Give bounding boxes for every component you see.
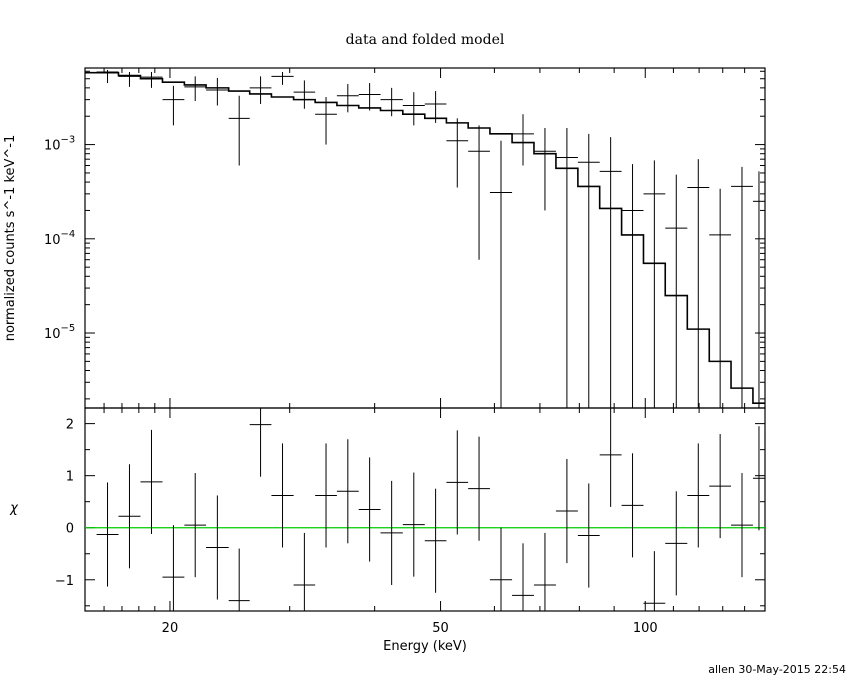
top-y-axis-label: normalized counts s^-1 keV^-1 — [3, 135, 18, 342]
data-point — [206, 77, 229, 106]
residual-point — [424, 488, 447, 593]
bottom-plot-frame — [84, 407, 766, 612]
residual-point — [446, 430, 469, 535]
y-tick-mantissa: 10 — [44, 327, 61, 342]
residual-point — [577, 483, 600, 588]
y-tick-label: 0 — [66, 522, 74, 537]
residual-point — [249, 408, 272, 477]
residual-point — [402, 472, 425, 577]
data-point — [315, 96, 337, 145]
data-point — [162, 85, 185, 126]
data-point — [533, 127, 556, 211]
data-point — [293, 80, 316, 109]
residual-point — [731, 473, 753, 578]
bottom-y-tick-labels: −1 0 1 2 — [55, 418, 74, 589]
data-point — [446, 118, 469, 188]
residual-point — [96, 482, 119, 587]
residual-point — [293, 532, 316, 611]
residual-point — [206, 495, 229, 600]
data-point — [140, 71, 163, 88]
top-panel: 10−310−410−5 — [44, 67, 766, 409]
residual-point — [555, 459, 578, 564]
bottom-x-tick-labels: 20 50 100 — [162, 621, 658, 636]
residual-points — [96, 408, 765, 611]
residual-point — [665, 491, 688, 596]
residual-point — [228, 548, 250, 611]
y-tick-label: 10−4 — [44, 229, 75, 248]
data-point — [402, 92, 425, 126]
x-tick-label: 20 — [162, 621, 179, 636]
residual-point — [643, 551, 666, 611]
residual-point — [184, 473, 207, 578]
data-point — [687, 159, 710, 408]
y-tick-label: 1 — [66, 470, 74, 485]
top-y-axis-label-text: normalized counts s^-1 keV^-1 — [3, 135, 18, 342]
data-point — [336, 83, 359, 113]
data-point — [118, 71, 141, 87]
data-point — [468, 125, 490, 260]
residual-point — [709, 434, 732, 539]
residual-point — [621, 453, 644, 558]
residual-point — [140, 429, 163, 534]
data-point — [709, 188, 732, 408]
residual-point — [533, 532, 556, 611]
residual-point — [752, 426, 765, 531]
data-point — [249, 76, 272, 104]
x-tick-label: 50 — [432, 621, 449, 636]
residual-point — [468, 436, 490, 541]
y-tick-exponent: −3 — [61, 135, 76, 146]
data-point — [184, 76, 207, 102]
residual-point — [118, 464, 141, 569]
data-point — [599, 137, 622, 408]
y-tick-label: 10−3 — [44, 135, 75, 154]
top-axis-ticks — [85, 68, 766, 408]
data-point — [424, 91, 447, 123]
data-point — [577, 133, 600, 408]
x-tick-label: 100 — [633, 621, 658, 636]
x-axis-label: Energy (keV) — [383, 639, 467, 654]
data-point — [643, 160, 666, 408]
data-point — [512, 114, 534, 166]
model-curve — [85, 71, 765, 404]
data-point — [665, 174, 688, 408]
y-tick-mantissa: 10 — [44, 233, 61, 248]
residual-point — [687, 443, 710, 548]
residual-point — [358, 457, 381, 562]
residual-point — [512, 543, 534, 611]
y-tick-label: 10−5 — [44, 323, 75, 342]
residual-point — [162, 525, 185, 611]
model-step-line — [85, 71, 765, 404]
y-tick-exponent: −4 — [61, 229, 76, 240]
data-point — [96, 69, 119, 84]
residual-point — [336, 439, 359, 544]
data-point — [555, 127, 578, 408]
data-point — [271, 71, 294, 85]
top-y-tick-labels: 10−310−410−5 — [44, 135, 75, 342]
data-point — [228, 95, 250, 166]
data-points — [96, 69, 765, 408]
data-point — [731, 166, 753, 408]
residual-point — [271, 443, 294, 548]
data-point — [621, 164, 644, 408]
y-tick-label: −1 — [55, 574, 74, 589]
y-tick-mantissa: 10 — [44, 139, 61, 154]
bottom-axis-ticks — [85, 408, 766, 611]
data-point — [358, 83, 381, 111]
residual-point — [489, 527, 513, 611]
timestamp-stamp: allen 30-May-2015 22:54 — [708, 663, 846, 676]
data-point — [752, 171, 765, 408]
data-point — [489, 140, 513, 408]
y-tick-exponent: −5 — [61, 323, 76, 334]
chart-title: data and folded model — [346, 32, 505, 48]
residual-point — [315, 443, 337, 548]
bottom-y-axis-label: χ — [9, 501, 19, 516]
residual-point — [599, 408, 622, 507]
residual-point — [380, 480, 403, 585]
bottom-panel: −1 0 1 2 20 50 100 — [55, 407, 766, 636]
data-point — [380, 87, 403, 117]
y-tick-label: 2 — [66, 418, 74, 433]
